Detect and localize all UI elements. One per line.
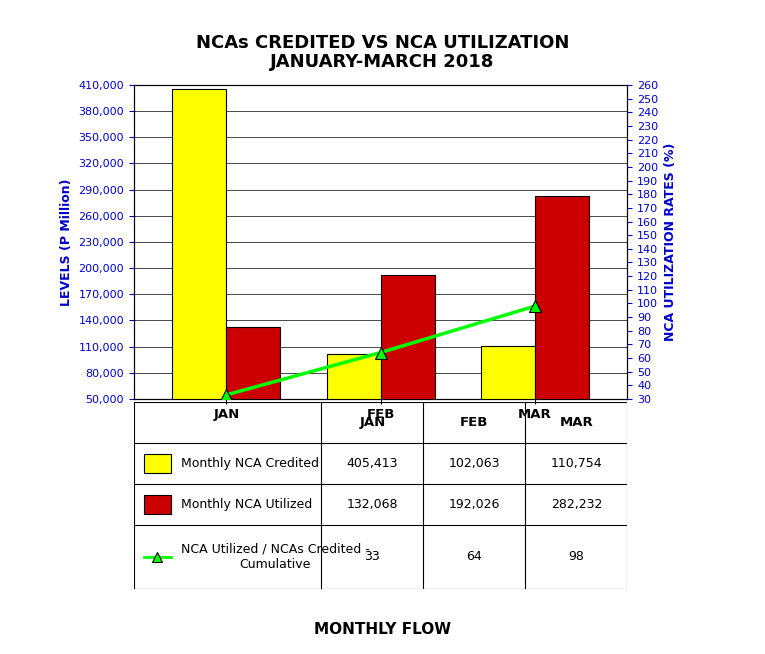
Text: 132,068: 132,068 — [347, 498, 398, 511]
Bar — [481, 346, 535, 443]
Bar — [535, 196, 589, 443]
Text: 64: 64 — [467, 551, 482, 563]
Bar — [172, 89, 226, 443]
Bar — [144, 496, 171, 514]
Text: 98: 98 — [568, 551, 584, 563]
Text: 192,026: 192,026 — [448, 498, 500, 511]
Text: NCAs CREDITED VS NCA UTILIZATION: NCAs CREDITED VS NCA UTILIZATION — [196, 33, 569, 52]
Text: FEB: FEB — [461, 416, 489, 429]
Y-axis label: LEVELS (P Million): LEVELS (P Million) — [60, 179, 73, 305]
Text: JANUARY-MARCH 2018: JANUARY-MARCH 2018 — [270, 53, 495, 71]
Text: MAR: MAR — [559, 416, 593, 429]
Text: 33: 33 — [364, 551, 380, 563]
Text: 282,232: 282,232 — [551, 498, 602, 511]
Y-axis label: NCA UTILIZATION RATES (%): NCA UTILIZATION RATES (%) — [664, 143, 677, 341]
Text: Monthly NCA Credited: Monthly NCA Credited — [181, 457, 319, 470]
Text: NCA Utilized / NCAs Credited -
Cumulative: NCA Utilized / NCAs Credited - Cumulativ… — [181, 543, 369, 571]
Text: 405,413: 405,413 — [347, 457, 398, 470]
Text: MONTHLY FLOW: MONTHLY FLOW — [314, 622, 451, 636]
Text: JAN: JAN — [360, 416, 386, 429]
Bar — [327, 354, 380, 443]
Bar — [381, 275, 435, 443]
Bar — [226, 328, 280, 443]
Bar — [144, 455, 171, 473]
Text: Monthly NCA Utilized: Monthly NCA Utilized — [181, 498, 312, 511]
Text: 102,063: 102,063 — [448, 457, 500, 470]
Text: 110,754: 110,754 — [551, 457, 602, 470]
